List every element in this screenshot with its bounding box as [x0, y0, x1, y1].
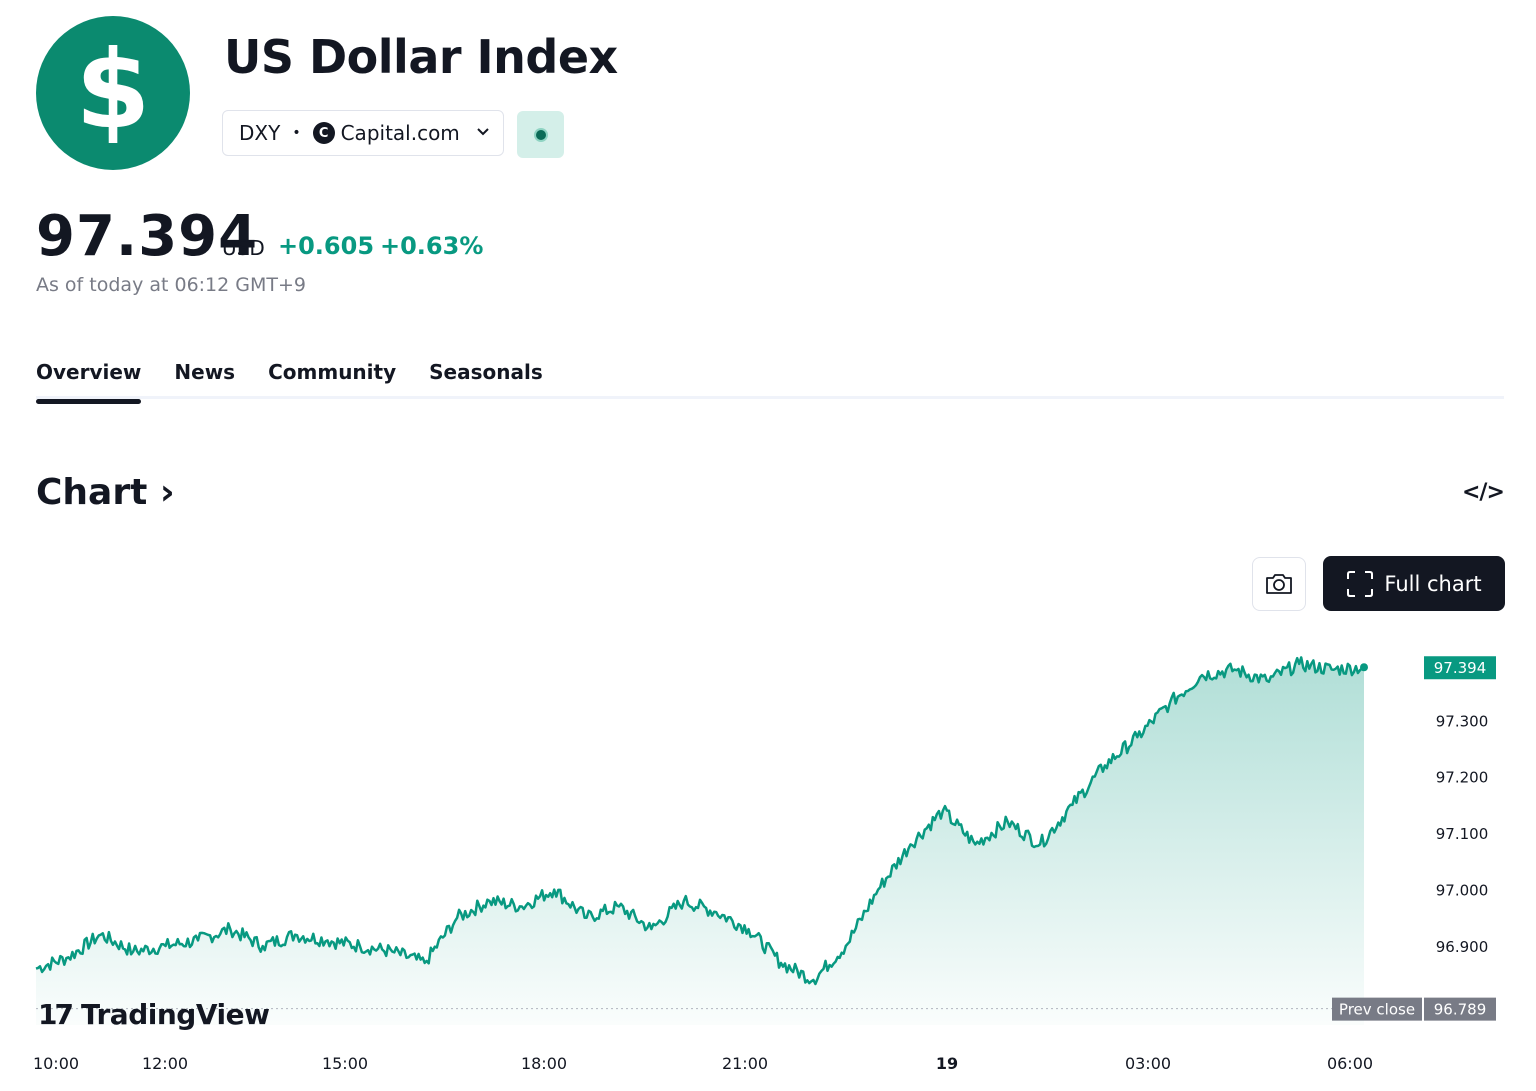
- price-chart[interactable]: 97.300 97.200 97.100 97.000 96.900 97.394 Prev…: [0, 630, 1536, 1091]
- separator-dot-icon: •: [292, 125, 301, 141]
- x-tick-label: 06:00: [1327, 1054, 1373, 1073]
- quote-timestamp: As of today at 06:12 GMT+9: [36, 274, 307, 296]
- x-tick-label: 18:00: [521, 1054, 567, 1073]
- prev-close-badge: [1332, 997, 1422, 1021]
- chevron-right-icon: ›: [147, 472, 175, 513]
- market-status-dot-icon: [535, 129, 546, 140]
- chart-section-link[interactable]: Chart ›: [36, 472, 175, 513]
- full-chart-button[interactable]: Full chart: [1323, 556, 1505, 611]
- snapshot-button[interactable]: [1252, 557, 1306, 611]
- price-change: +0.605: [278, 232, 375, 260]
- full-chart-label: Full chart: [1384, 571, 1482, 596]
- ticker-label: DXY: [239, 121, 281, 145]
- exchange-label: Capital.com: [340, 121, 460, 145]
- capital-com-icon: C: [312, 122, 335, 144]
- tab-news[interactable]: News: [174, 360, 236, 384]
- y-tick-label: 97.300: [1436, 712, 1489, 730]
- dollar-logo-icon: $: [36, 16, 190, 170]
- market-status-button[interactable]: [517, 111, 564, 158]
- y-tick-label: 97.000: [1436, 882, 1489, 900]
- x-tick-label: 21:00: [722, 1054, 768, 1073]
- last-price-badge-label: 97.394: [1434, 659, 1487, 677]
- fullscreen-icon: [1347, 570, 1374, 597]
- tradingview-watermark: 17 TradingView: [38, 998, 270, 1031]
- camera-icon: [1266, 574, 1292, 594]
- price-change-percent: +0.63%: [380, 232, 484, 260]
- chevron-down-icon: [476, 125, 490, 141]
- price-area-fill: [36, 657, 1364, 1025]
- y-tick-label: 97.100: [1436, 825, 1489, 843]
- price-line-series: [35, 656, 1365, 986]
- exchange-selector[interactable]: DXY • C Capital.com: [222, 110, 504, 156]
- currency-label: USD: [222, 236, 265, 260]
- chart-heading: Chart: [36, 472, 148, 513]
- tab-overview[interactable]: Overview: [36, 360, 142, 404]
- tab-bar: Overview News Community Seasonals: [36, 360, 576, 404]
- y-tick-label: 96.900: [1436, 938, 1489, 956]
- last-price-badge: [1424, 656, 1496, 680]
- prev-close-value-label: 96.789: [1434, 1001, 1487, 1019]
- prev-close-value-badge: [1424, 997, 1496, 1021]
- page-title: US Dollar Index: [224, 30, 618, 84]
- tab-divider: [36, 396, 1504, 399]
- embed-code-icon[interactable]: </>: [1462, 480, 1505, 505]
- last-price: 97.394: [36, 204, 259, 269]
- x-tick-label: 15:00: [322, 1054, 368, 1073]
- x-tick-label: 03:00: [1125, 1054, 1171, 1073]
- tab-community[interactable]: Community: [268, 360, 397, 384]
- x-tick-label: 12:00: [142, 1054, 188, 1073]
- watermark-text: TradingView: [80, 998, 270, 1031]
- y-tick-label: 97.200: [1436, 769, 1489, 787]
- prev-close-badge-label: Prev close: [1339, 1001, 1415, 1019]
- tab-seasonals[interactable]: Seasonals: [429, 360, 543, 384]
- tradingview-logo-icon: 17: [38, 998, 74, 1031]
- x-tick-label: 19: [936, 1054, 958, 1073]
- last-price-marker: [1360, 663, 1368, 672]
- x-tick-label: 10:00: [33, 1054, 79, 1073]
